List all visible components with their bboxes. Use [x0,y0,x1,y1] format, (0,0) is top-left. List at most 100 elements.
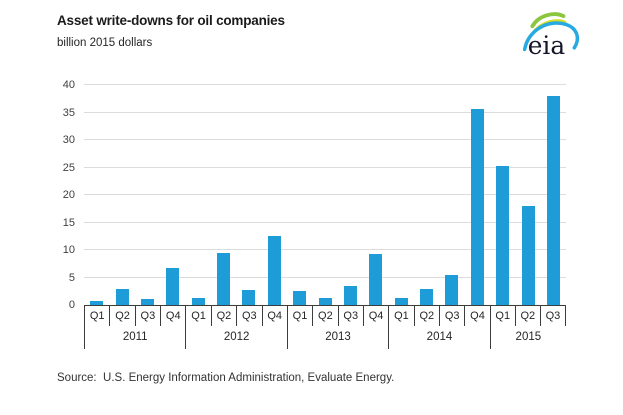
y-axis: 0 5 10 15 20 25 30 35 40 [36,79,84,311]
bar-2015-Q3 [546,96,560,305]
quarter-label-2011-Q1: Q1 [89,310,105,322]
eia-logo: eia [522,12,580,60]
year-group-2014: Q1 Q2 Q3 Q4 2014 [388,306,489,349]
year-label-2012: 2012 [223,331,250,343]
gridline [84,84,566,85]
gridline [84,221,566,223]
bar-2012-Q2 [217,252,231,305]
gridline [84,249,566,250]
quarter-label-2012-Q1: Q1 [191,310,206,322]
y-tick-label: 10 [62,244,75,256]
quarter-row: Q1 Q2 Q3 Q4 [288,306,388,326]
quarter-row: Q1 Q2 Q3 Q4 [389,306,489,326]
bar-cell [287,85,312,305]
bar-2012-Q3 [242,289,256,305]
bar-cell [515,85,540,305]
bar-cell [389,85,414,305]
gridline [84,139,566,140]
bar-2014-Q2 [420,288,434,305]
year-group-2012: Q1 Q2 Q3 Q4 2012 [185,306,286,349]
bar-chart: 0 5 10 15 20 25 30 35 40 [36,79,566,311]
bar-2015-Q2 [521,206,535,305]
y-tick-label: 5 [68,271,75,284]
quarter-label-2014-Q4: Q4 [464,306,489,326]
gridline [84,194,566,195]
bar-cell [84,85,109,305]
bar-cell [262,85,287,305]
bar-2013-Q1 [293,291,307,305]
bar-cell [465,85,490,305]
quarter-label-2013-Q3: Q3 [337,306,363,326]
chart-subtitle: billion 2015 dollars [57,37,153,49]
y-tick-label: 40 [62,79,75,91]
bars [84,85,566,305]
source-note: Source: U.S. Energy Information Administ… [57,372,395,384]
bar-2011-Q3 [140,298,154,305]
quarter-label-2013-Q2: Q2 [312,306,337,326]
bar-cell [186,85,211,305]
bar-cell [135,85,160,305]
y-tick-label: 15 [62,216,75,229]
bar-2012-Q4 [267,235,281,305]
year-label-2014: 2014 [426,331,453,343]
logo-text: eia [528,31,566,60]
quarter-label-2015-Q2: Q2 [514,306,540,326]
gridline [84,276,566,278]
bar-2015-Q1 [496,166,510,305]
quarter-row: Q1 Q2 Q3 Q4 [186,306,286,326]
gridline [84,111,566,113]
bar-2012-Q1 [191,297,205,305]
quarter-label-2011-Q2: Q2 [109,306,134,326]
bar-cell [236,85,261,305]
bar-2013-Q3 [343,285,357,305]
bar-cell [312,85,337,305]
year-label-2011: 2011 [122,331,148,343]
year-label-2013: 2013 [325,331,351,343]
bar-2014-Q1 [394,298,408,305]
y-tick-label: 0 [68,299,75,311]
quarter-label-2011-Q3: Q3 [134,306,160,326]
logo-blue-swoosh-icon [522,21,580,52]
plot-area [84,84,566,305]
quarter-label-2014-Q1: Q1 [394,310,409,322]
bar-cell [439,85,464,305]
year-group-2015: Q1 Q2 Q3 2015 [489,306,566,349]
bar-cell [160,85,185,305]
chart-title: Asset write-downs for oil companies [57,13,285,28]
quarter-label-2015-Q1: Q1 [495,310,511,322]
bar-cell [414,85,439,305]
quarter-label-2013-Q1: Q1 [292,310,308,322]
y-tick-label: 25 [62,161,75,174]
bar-cell [541,85,566,305]
bar-2011-Q4 [166,267,180,305]
bar-2014-Q4 [470,109,484,305]
year-group-2011: Q1 Q2 Q3 Q4 2011 [84,306,185,349]
y-tick-label: 30 [62,134,75,146]
quarter-label-2015-Q3: Q3 [539,306,565,326]
quarter-label-2014-Q2: Q2 [413,306,439,326]
bar-2011-Q1 [90,300,104,305]
quarter-label-2012-Q4: Q4 [261,306,287,326]
x-axis: Q1 Q2 Q3 Q4 2011 Q1 Q2 Q3 Q4 2012 Q1 Q2 Q3 Q4 2013 Q1 Q2… [84,305,566,349]
bar-cell [490,85,515,305]
bar-cell [363,85,388,305]
bar-2014-Q3 [445,274,459,305]
quarter-label-2011-Q4: Q4 [160,306,185,326]
bar-2013-Q4 [369,254,383,305]
y-tick-label: 20 [62,189,75,201]
quarter-label-2012-Q2: Q2 [210,306,236,326]
quarter-label-2014-Q3: Q3 [438,306,464,326]
quarter-row: Q1 Q2 Q3 Q4 [85,306,185,326]
quarter-row: Q1 Q2 Q3 [491,306,566,326]
bar-2013-Q2 [318,297,332,305]
bar-cell [338,85,363,305]
gridline [84,166,566,168]
year-group-2013: Q1 Q2 Q3 Q4 2013 [286,306,388,349]
y-tick-label: 35 [62,106,75,119]
quarter-label-2012-Q3: Q3 [236,306,261,326]
bar-2011-Q2 [115,288,129,305]
logo-green-leaf-icon [530,12,566,29]
year-label-2015: 2015 [515,331,542,343]
quarter-label-2013-Q4: Q4 [362,306,388,326]
bar-cell [211,85,236,305]
